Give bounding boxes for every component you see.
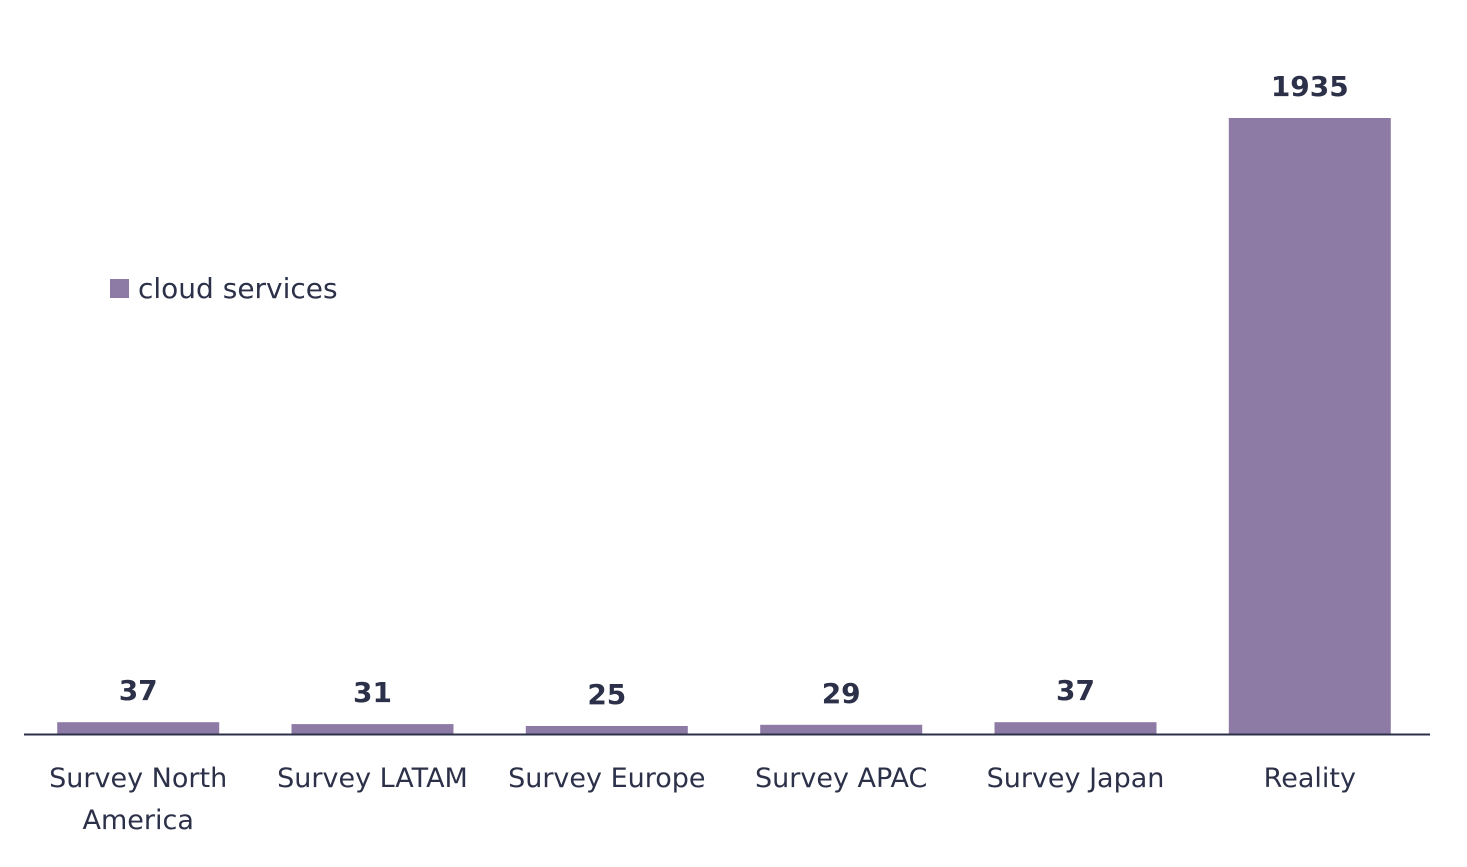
category-tick-label: Survey North <box>49 763 227 794</box>
category-tick-label: Survey Japan <box>987 763 1165 794</box>
bar <box>1228 118 1391 734</box>
bar <box>760 724 923 734</box>
bar-value-label: 31 <box>353 676 392 709</box>
category-tick-label: Survey APAC <box>755 763 927 794</box>
category-tick-label: Survey LATAM <box>277 763 468 794</box>
bar-value-label: 37 <box>119 674 158 707</box>
bar <box>57 722 220 734</box>
category-labels-group: Survey North America Survey LATAM Survey Eu… <box>49 763 1356 836</box>
value-labels-group: 37 31 25 29 37 1935 <box>119 70 1349 711</box>
bar-value-label: 25 <box>587 678 626 711</box>
category-tick-label: Survey Europe <box>508 763 705 794</box>
bar-value-label: 1935 <box>1271 70 1349 103</box>
legend-label: cloud services <box>138 271 338 305</box>
legend-swatch <box>110 278 129 298</box>
bar-value-label: 37 <box>1056 674 1095 707</box>
bars-group <box>57 118 1391 734</box>
bar <box>525 726 688 734</box>
bar-value-label: 29 <box>822 677 861 710</box>
category-tick-label: America <box>83 805 194 836</box>
bar <box>291 724 454 734</box>
category-tick-label: Reality <box>1264 763 1356 794</box>
legend: cloud services <box>110 268 338 308</box>
bar <box>994 722 1157 734</box>
